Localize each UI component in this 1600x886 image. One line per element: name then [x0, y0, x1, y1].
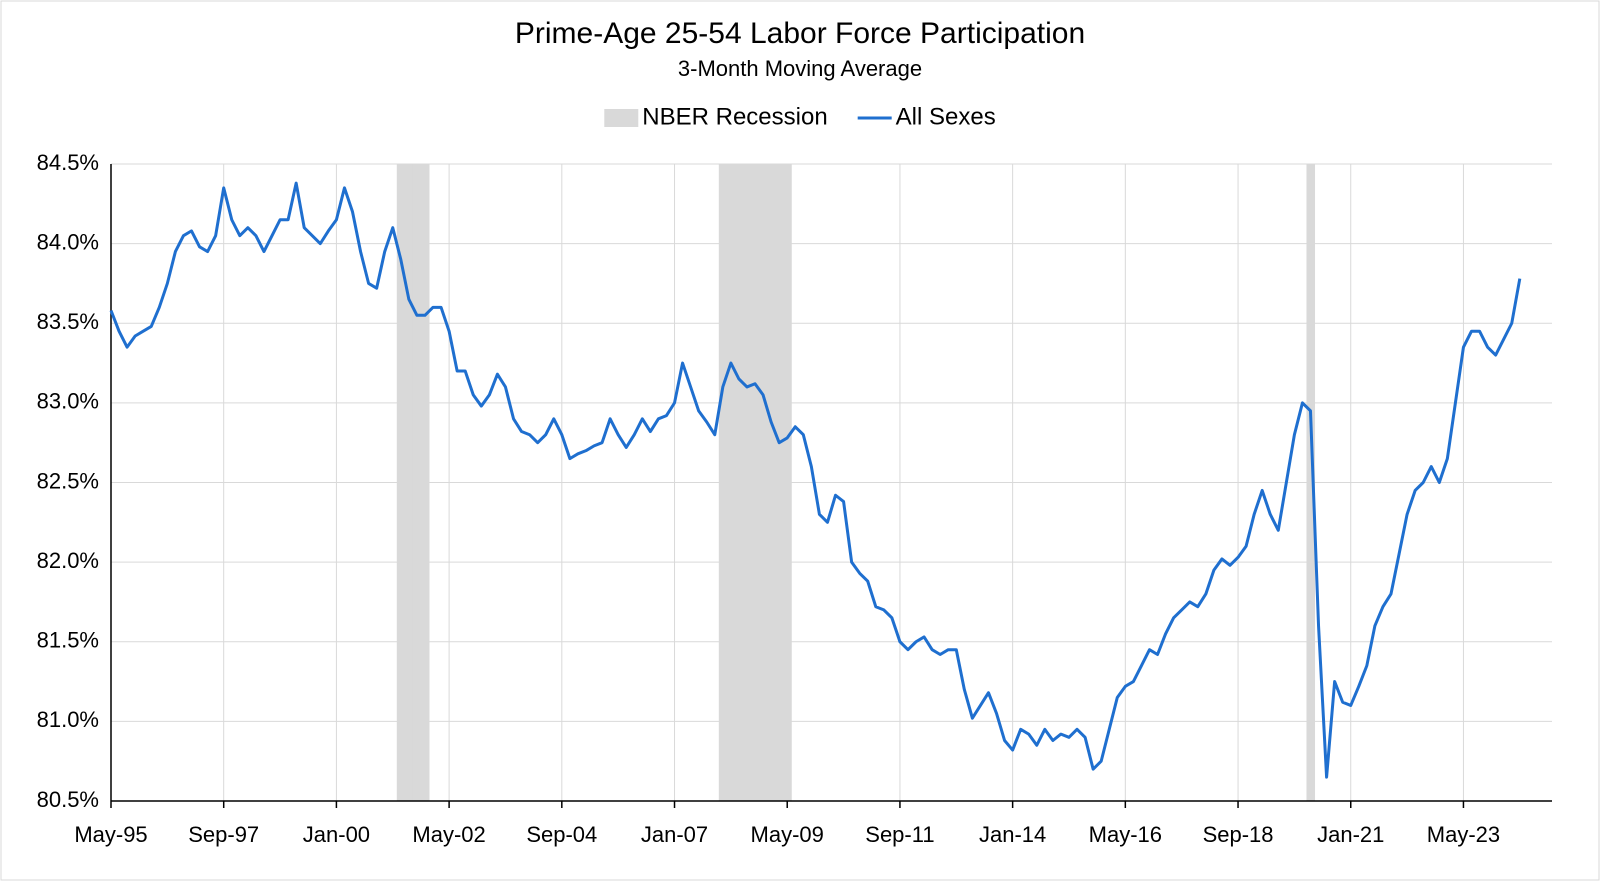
recession-bar [718, 164, 728, 801]
recession-bar [404, 164, 414, 801]
x-tick-label: May-09 [751, 822, 824, 847]
recession-bar [726, 164, 736, 801]
y-tick-label: 84.5% [37, 150, 99, 175]
legend-swatch [604, 109, 639, 127]
y-tick-label: 83.5% [37, 309, 99, 334]
chart-subtitle: 3-Month Moving Average [678, 56, 922, 81]
x-tick-label: Sep-11 [865, 822, 934, 847]
y-tick-label: 81.5% [37, 628, 99, 653]
recession-bar [734, 164, 744, 801]
x-tick-label: Jan-00 [303, 822, 370, 847]
x-tick-label: May-16 [1089, 822, 1162, 847]
recession-bar [420, 164, 430, 801]
recession-bar [750, 164, 760, 801]
x-tick-label: Jan-07 [641, 822, 708, 847]
legend-label: All Sexes [896, 103, 996, 130]
chart-title: Prime-Age 25-54 Labor Force Participatio… [515, 17, 1085, 50]
recession-bar [767, 164, 776, 801]
recession-bar [1306, 164, 1316, 801]
recession-bar [742, 164, 752, 801]
recession-bar [412, 164, 422, 801]
x-tick-label: May-95 [74, 822, 147, 847]
x-tick-label: Jan-21 [1317, 822, 1384, 847]
y-tick-label: 84.0% [37, 229, 99, 254]
recession-bar [759, 164, 768, 801]
recession-bar [783, 164, 792, 801]
x-tick-label: May-23 [1427, 822, 1500, 847]
recession-bar [775, 164, 784, 801]
recession-bar [396, 164, 406, 801]
y-tick-label: 82.0% [37, 548, 99, 573]
data-line [109, 181, 1522, 779]
x-tick-label: May-02 [412, 822, 485, 847]
x-tick-label: Sep-97 [188, 822, 259, 847]
y-tick-label: 81.0% [37, 707, 99, 732]
x-tick-label: Jan-14 [979, 822, 1046, 847]
legend-label: NBER Recession [642, 103, 827, 130]
y-tick-label: 82.5% [37, 468, 99, 493]
y-tick-label: 83.0% [37, 389, 99, 414]
y-tick-label: 80.5% [37, 787, 99, 812]
x-tick-label: Sep-04 [526, 822, 597, 847]
x-tick-label: Sep-18 [1203, 822, 1274, 847]
